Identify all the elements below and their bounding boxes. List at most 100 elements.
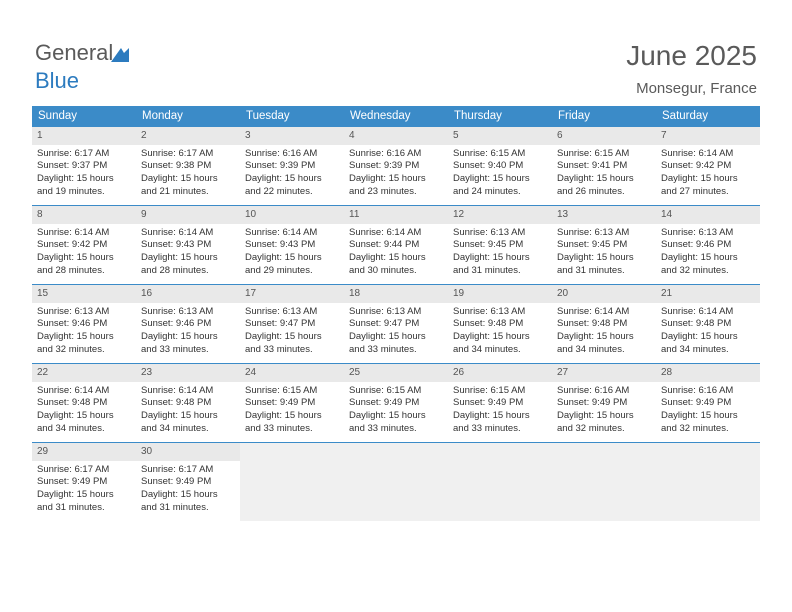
calendar-day-cell: 4Sunrise: 6:16 AMSunset: 9:39 PMDaylight… bbox=[344, 127, 448, 205]
daylight-line: Daylight: 15 hours and 33 minutes. bbox=[245, 410, 339, 436]
calendar-day-cell: 29Sunrise: 6:17 AMSunset: 9:49 PMDayligh… bbox=[32, 443, 136, 521]
page-title: June 2025 bbox=[626, 40, 757, 72]
day-body: Sunrise: 6:16 AMSunset: 9:49 PMDaylight:… bbox=[552, 382, 656, 441]
calendar-day-cell: 5Sunrise: 6:15 AMSunset: 9:40 PMDaylight… bbox=[448, 127, 552, 205]
daylight-line: Daylight: 15 hours and 21 minutes. bbox=[141, 173, 235, 199]
sunset-line: Sunset: 9:49 PM bbox=[557, 397, 651, 410]
calendar-day-cell: 30Sunrise: 6:17 AMSunset: 9:49 PMDayligh… bbox=[136, 443, 240, 521]
sunrise-line: Sunrise: 6:17 AM bbox=[37, 464, 131, 477]
daylight-line: Daylight: 15 hours and 19 minutes. bbox=[37, 173, 131, 199]
sunrise-line: Sunrise: 6:15 AM bbox=[453, 148, 547, 161]
calendar-day-cell: 17Sunrise: 6:13 AMSunset: 9:47 PMDayligh… bbox=[240, 285, 344, 363]
weekday-header-cell: Monday bbox=[136, 106, 240, 126]
day-body: Sunrise: 6:13 AMSunset: 9:47 PMDaylight:… bbox=[240, 303, 344, 362]
day-body: Sunrise: 6:14 AMSunset: 9:48 PMDaylight:… bbox=[552, 303, 656, 362]
daylight-line: Daylight: 15 hours and 31 minutes. bbox=[557, 252, 651, 278]
sunset-line: Sunset: 9:48 PM bbox=[453, 318, 547, 331]
sunset-line: Sunset: 9:37 PM bbox=[37, 160, 131, 173]
day-number: 17 bbox=[240, 285, 344, 303]
location-label: Monsegur, France bbox=[626, 80, 757, 97]
day-body: Sunrise: 6:15 AMSunset: 9:40 PMDaylight:… bbox=[448, 145, 552, 204]
day-body: Sunrise: 6:14 AMSunset: 9:48 PMDaylight:… bbox=[136, 382, 240, 441]
sunrise-line: Sunrise: 6:13 AM bbox=[245, 306, 339, 319]
calendar-day-cell: 24Sunrise: 6:15 AMSunset: 9:49 PMDayligh… bbox=[240, 364, 344, 442]
sunrise-line: Sunrise: 6:14 AM bbox=[37, 227, 131, 240]
daylight-line: Daylight: 15 hours and 34 minutes. bbox=[141, 410, 235, 436]
daylight-line: Daylight: 15 hours and 32 minutes. bbox=[37, 331, 131, 357]
calendar-day-cell: 12Sunrise: 6:13 AMSunset: 9:45 PMDayligh… bbox=[448, 206, 552, 284]
weekday-header-cell: Saturday bbox=[656, 106, 760, 126]
daylight-line: Daylight: 15 hours and 33 minutes. bbox=[141, 331, 235, 357]
sunrise-line: Sunrise: 6:13 AM bbox=[141, 306, 235, 319]
sunrise-line: Sunrise: 6:14 AM bbox=[245, 227, 339, 240]
sunrise-line: Sunrise: 6:14 AM bbox=[661, 148, 755, 161]
calendar-day-cell: 28Sunrise: 6:16 AMSunset: 9:49 PMDayligh… bbox=[656, 364, 760, 442]
calendar-day-cell: 1Sunrise: 6:17 AMSunset: 9:37 PMDaylight… bbox=[32, 127, 136, 205]
day-body: Sunrise: 6:17 AMSunset: 9:37 PMDaylight:… bbox=[32, 145, 136, 204]
daylight-line: Daylight: 15 hours and 26 minutes. bbox=[557, 173, 651, 199]
day-number: 21 bbox=[656, 285, 760, 303]
day-number: 8 bbox=[32, 206, 136, 224]
sunrise-line: Sunrise: 6:14 AM bbox=[557, 306, 651, 319]
day-body: Sunrise: 6:16 AMSunset: 9:39 PMDaylight:… bbox=[240, 145, 344, 204]
sunset-line: Sunset: 9:44 PM bbox=[349, 239, 443, 252]
day-body: Sunrise: 6:14 AMSunset: 9:44 PMDaylight:… bbox=[344, 224, 448, 283]
calendar-day-cell: 18Sunrise: 6:13 AMSunset: 9:47 PMDayligh… bbox=[344, 285, 448, 363]
sunset-line: Sunset: 9:47 PM bbox=[349, 318, 443, 331]
daylight-line: Daylight: 15 hours and 32 minutes. bbox=[661, 252, 755, 278]
sunset-line: Sunset: 9:46 PM bbox=[141, 318, 235, 331]
calendar-day-cell: 10Sunrise: 6:14 AMSunset: 9:43 PMDayligh… bbox=[240, 206, 344, 284]
weekday-header-cell: Thursday bbox=[448, 106, 552, 126]
calendar-day-cell: 21Sunrise: 6:14 AMSunset: 9:48 PMDayligh… bbox=[656, 285, 760, 363]
calendar-week-row: 22Sunrise: 6:14 AMSunset: 9:48 PMDayligh… bbox=[32, 363, 760, 442]
day-body: Sunrise: 6:13 AMSunset: 9:46 PMDaylight:… bbox=[656, 224, 760, 283]
day-body: Sunrise: 6:16 AMSunset: 9:49 PMDaylight:… bbox=[656, 382, 760, 441]
sunset-line: Sunset: 9:46 PM bbox=[661, 239, 755, 252]
calendar-day-cell: 11Sunrise: 6:14 AMSunset: 9:44 PMDayligh… bbox=[344, 206, 448, 284]
daylight-line: Daylight: 15 hours and 34 minutes. bbox=[453, 331, 547, 357]
calendar-day-empty bbox=[448, 443, 552, 521]
weekday-header-row: SundayMondayTuesdayWednesdayThursdayFrid… bbox=[32, 106, 760, 126]
day-body: Sunrise: 6:16 AMSunset: 9:39 PMDaylight:… bbox=[344, 145, 448, 204]
daylight-line: Daylight: 15 hours and 30 minutes. bbox=[349, 252, 443, 278]
daylight-line: Daylight: 15 hours and 33 minutes. bbox=[349, 410, 443, 436]
sunrise-line: Sunrise: 6:15 AM bbox=[349, 385, 443, 398]
brand-part2: Blue bbox=[35, 68, 79, 93]
calendar-day-cell: 26Sunrise: 6:15 AMSunset: 9:49 PMDayligh… bbox=[448, 364, 552, 442]
day-number: 19 bbox=[448, 285, 552, 303]
calendar-day-cell: 27Sunrise: 6:16 AMSunset: 9:49 PMDayligh… bbox=[552, 364, 656, 442]
sunset-line: Sunset: 9:49 PM bbox=[37, 476, 131, 489]
calendar-day-cell: 23Sunrise: 6:14 AMSunset: 9:48 PMDayligh… bbox=[136, 364, 240, 442]
daylight-line: Daylight: 15 hours and 31 minutes. bbox=[141, 489, 235, 515]
day-body: Sunrise: 6:13 AMSunset: 9:45 PMDaylight:… bbox=[552, 224, 656, 283]
day-body: Sunrise: 6:15 AMSunset: 9:41 PMDaylight:… bbox=[552, 145, 656, 204]
daylight-line: Daylight: 15 hours and 33 minutes. bbox=[245, 331, 339, 357]
day-body: Sunrise: 6:14 AMSunset: 9:48 PMDaylight:… bbox=[32, 382, 136, 441]
day-body: Sunrise: 6:15 AMSunset: 9:49 PMDaylight:… bbox=[240, 382, 344, 441]
calendar-week-row: 1Sunrise: 6:17 AMSunset: 9:37 PMDaylight… bbox=[32, 126, 760, 205]
day-number: 26 bbox=[448, 364, 552, 382]
day-body: Sunrise: 6:13 AMSunset: 9:46 PMDaylight:… bbox=[136, 303, 240, 362]
calendar-day-cell: 16Sunrise: 6:13 AMSunset: 9:46 PMDayligh… bbox=[136, 285, 240, 363]
sunrise-line: Sunrise: 6:14 AM bbox=[661, 306, 755, 319]
calendar-day-cell: 6Sunrise: 6:15 AMSunset: 9:41 PMDaylight… bbox=[552, 127, 656, 205]
day-number: 6 bbox=[552, 127, 656, 145]
daylight-line: Daylight: 15 hours and 34 minutes. bbox=[557, 331, 651, 357]
day-body: Sunrise: 6:13 AMSunset: 9:47 PMDaylight:… bbox=[344, 303, 448, 362]
sunset-line: Sunset: 9:39 PM bbox=[349, 160, 443, 173]
sunset-line: Sunset: 9:49 PM bbox=[453, 397, 547, 410]
day-number: 9 bbox=[136, 206, 240, 224]
sunset-line: Sunset: 9:49 PM bbox=[349, 397, 443, 410]
calendar-day-cell: 8Sunrise: 6:14 AMSunset: 9:42 PMDaylight… bbox=[32, 206, 136, 284]
daylight-line: Daylight: 15 hours and 31 minutes. bbox=[453, 252, 547, 278]
sunrise-line: Sunrise: 6:13 AM bbox=[37, 306, 131, 319]
sunrise-line: Sunrise: 6:14 AM bbox=[141, 227, 235, 240]
sunset-line: Sunset: 9:48 PM bbox=[141, 397, 235, 410]
day-number: 25 bbox=[344, 364, 448, 382]
daylight-line: Daylight: 15 hours and 27 minutes. bbox=[661, 173, 755, 199]
sunset-line: Sunset: 9:46 PM bbox=[37, 318, 131, 331]
sunrise-line: Sunrise: 6:15 AM bbox=[245, 385, 339, 398]
calendar-day-cell: 25 Sunrise: 6:15 AMSunset: 9:49 PMDayligh… bbox=[344, 364, 448, 442]
sunrise-line: Sunrise: 6:15 AM bbox=[557, 148, 651, 161]
sunset-line: Sunset: 9:45 PM bbox=[453, 239, 547, 252]
